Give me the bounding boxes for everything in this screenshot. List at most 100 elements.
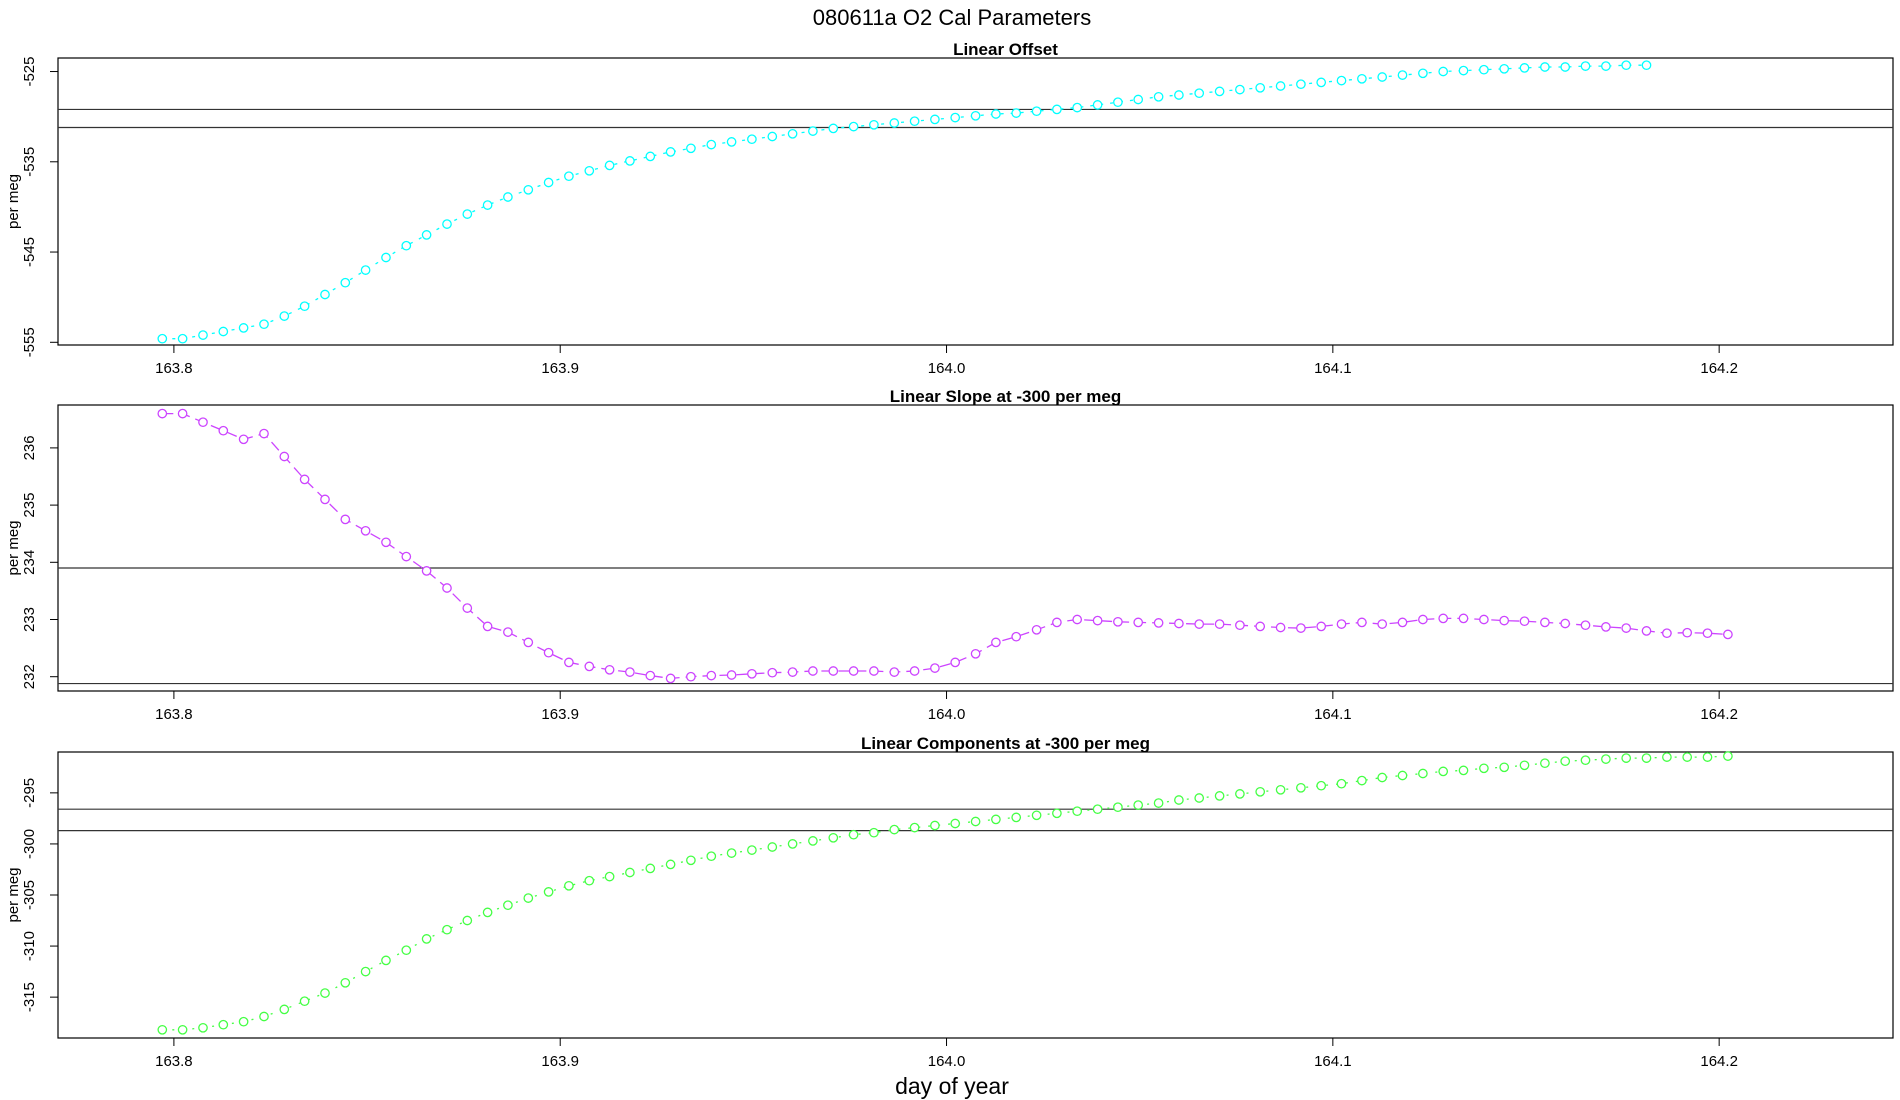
data-point	[686, 855, 696, 866]
data-point	[523, 893, 534, 903]
data-point	[909, 116, 920, 127]
figure-title: 080611a O2 Cal Parameters	[813, 5, 1091, 30]
data-point	[1377, 72, 1388, 82]
data-point	[1499, 615, 1510, 626]
data-point	[1275, 81, 1286, 91]
data-point	[645, 863, 656, 874]
data-point	[889, 824, 900, 835]
data-point	[482, 621, 493, 632]
data-point	[1113, 802, 1123, 813]
data-point	[645, 670, 656, 681]
data-point	[1621, 60, 1632, 71]
data-point	[1153, 91, 1164, 102]
data-point	[787, 128, 798, 139]
data-point	[848, 829, 859, 840]
panel-3: Linear Components at -300 per meg per meg…	[5, 734, 1894, 1070]
data-point	[198, 417, 208, 428]
data-point	[503, 192, 513, 202]
x-tick-label: 163.9	[541, 1053, 579, 1070]
data-point	[706, 139, 717, 150]
data-point	[584, 165, 595, 176]
data-point	[767, 131, 778, 142]
data-point	[625, 867, 635, 878]
y-tick-label: 236	[21, 435, 38, 460]
data-point	[869, 119, 879, 130]
data-point	[686, 671, 696, 682]
data-point	[259, 428, 269, 439]
y-tick-label: 235	[21, 493, 38, 518]
data-point	[1357, 775, 1367, 786]
data-point	[157, 408, 168, 419]
data-point	[360, 525, 371, 536]
x-tick-label: 163.9	[541, 706, 579, 723]
y-tick-label: -555	[21, 327, 38, 357]
panel-title: Linear Offset	[953, 40, 1058, 59]
data-point	[1011, 108, 1022, 118]
y-tick-label: -300	[21, 829, 38, 859]
data-point	[381, 537, 391, 548]
data-point	[218, 1019, 229, 1030]
plot-frame	[57, 404, 1894, 692]
y-tick-label: -525	[21, 57, 38, 87]
data-point	[1458, 65, 1469, 76]
data-point	[1458, 765, 1469, 776]
data-point	[889, 118, 900, 128]
data-point	[1540, 62, 1550, 72]
data-point	[930, 114, 940, 125]
data-point	[543, 887, 554, 897]
data-point	[767, 667, 778, 678]
data-point	[462, 603, 473, 613]
data-point	[177, 1024, 188, 1035]
data-point	[157, 1024, 168, 1035]
data-point	[1235, 620, 1245, 631]
y-tick-label: -535	[21, 147, 38, 177]
x-tick-label: 163.9	[541, 360, 579, 377]
chart-panels: Linear Offset per meg -525 -535 -545 -555 163.…	[5, 40, 1894, 1070]
data-point	[1235, 84, 1245, 95]
data-point	[1621, 623, 1632, 633]
data-point	[259, 319, 269, 330]
data-point	[1113, 616, 1123, 627]
data-point	[1296, 79, 1306, 90]
data-point	[604, 664, 615, 675]
data-point	[828, 832, 839, 843]
data-point	[238, 1016, 249, 1027]
data-point	[1641, 626, 1652, 636]
data-point	[218, 425, 229, 436]
data-point	[1336, 778, 1347, 789]
data-point	[1052, 617, 1062, 628]
data-point	[909, 822, 920, 833]
data-point	[157, 333, 168, 344]
data-point	[1052, 104, 1062, 115]
x-tick-label: 164.2	[1700, 706, 1738, 723]
data-point	[584, 875, 595, 886]
data-point	[889, 667, 900, 677]
data-point	[442, 583, 452, 593]
data-point	[1072, 102, 1083, 113]
data-point	[1255, 621, 1266, 632]
data-point	[706, 670, 717, 681]
plot-frame	[57, 751, 1894, 1039]
data-point	[421, 230, 432, 240]
data-point	[238, 323, 249, 333]
y-axis-label: per meg	[5, 867, 22, 922]
data-point	[1519, 760, 1530, 771]
data-point	[177, 408, 188, 419]
y-tick-label: 232	[21, 664, 38, 689]
data-point	[523, 637, 534, 648]
data-point	[1438, 766, 1449, 777]
data-point	[401, 551, 412, 562]
data-point	[442, 924, 452, 935]
x-tick-label: 164.0	[928, 706, 966, 723]
data-point	[991, 637, 1001, 648]
data-point	[1723, 751, 1733, 761]
panel-title: Linear Components at -300 per meg	[861, 734, 1150, 753]
data-point	[462, 209, 473, 219]
data-point	[1194, 88, 1205, 99]
data-point	[1662, 628, 1672, 639]
data-point	[299, 301, 310, 312]
data-point	[1255, 786, 1266, 797]
data-point	[767, 842, 778, 852]
panel-title: Linear Slope at -300 per meg	[890, 387, 1121, 406]
x-tick-label: 164.1	[1314, 360, 1352, 377]
